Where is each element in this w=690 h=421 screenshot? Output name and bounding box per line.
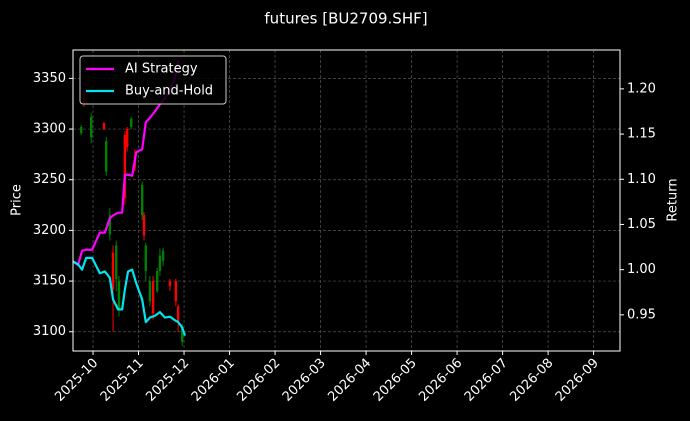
y2-axis-label: Return xyxy=(666,178,681,221)
candle-body xyxy=(142,215,146,236)
candle-body xyxy=(115,245,118,280)
candle-body xyxy=(161,250,165,261)
candle-body xyxy=(148,281,152,302)
plot-marks xyxy=(73,59,186,346)
candle-body xyxy=(130,118,133,128)
y2-tick-label: 1.20 xyxy=(627,81,656,96)
candle-body xyxy=(176,306,180,322)
legend-box xyxy=(79,55,227,105)
candle-body xyxy=(151,281,155,314)
legend-label: Buy-and-Hold xyxy=(125,84,213,99)
candle-body xyxy=(155,270,159,292)
candle-body xyxy=(158,255,162,271)
y-tick-label: 3350 xyxy=(33,71,66,86)
y-axis-label: Price xyxy=(10,184,25,216)
candle-body xyxy=(144,245,148,271)
plot-frame xyxy=(72,49,621,352)
candle-body xyxy=(102,122,106,130)
candle-body xyxy=(168,281,172,287)
y2-tick-label: 1.00 xyxy=(627,262,656,277)
y2-tick-label: 1.05 xyxy=(627,217,656,232)
candle-body xyxy=(125,129,129,148)
y2-tick-label: 0.95 xyxy=(627,307,656,322)
candle-body xyxy=(111,252,115,290)
line-series xyxy=(73,256,186,336)
legend-label: AI Strategy xyxy=(125,62,198,77)
candle-body xyxy=(108,215,112,235)
y-tick-label: 3100 xyxy=(33,324,66,339)
candle-body xyxy=(79,127,83,134)
candle-body xyxy=(90,116,93,138)
y-tick-label: 3250 xyxy=(33,172,66,187)
y2-tick-label: 1.15 xyxy=(627,127,656,142)
y2-tick-label: 1.10 xyxy=(627,172,656,187)
candle-body xyxy=(181,326,184,342)
candle-body xyxy=(123,135,127,198)
legend: AI Strategy Buy-and-Hold xyxy=(79,55,227,105)
candle-body xyxy=(174,281,178,302)
chart-title: futures [BU2709.SHF] xyxy=(264,10,427,28)
candle-body xyxy=(140,184,144,216)
candle-body xyxy=(105,141,108,172)
y-tick-label: 3200 xyxy=(33,223,66,238)
candle-body xyxy=(117,281,121,310)
y-tick-label: 3150 xyxy=(33,274,66,289)
y-tick-label: 3300 xyxy=(33,122,66,137)
